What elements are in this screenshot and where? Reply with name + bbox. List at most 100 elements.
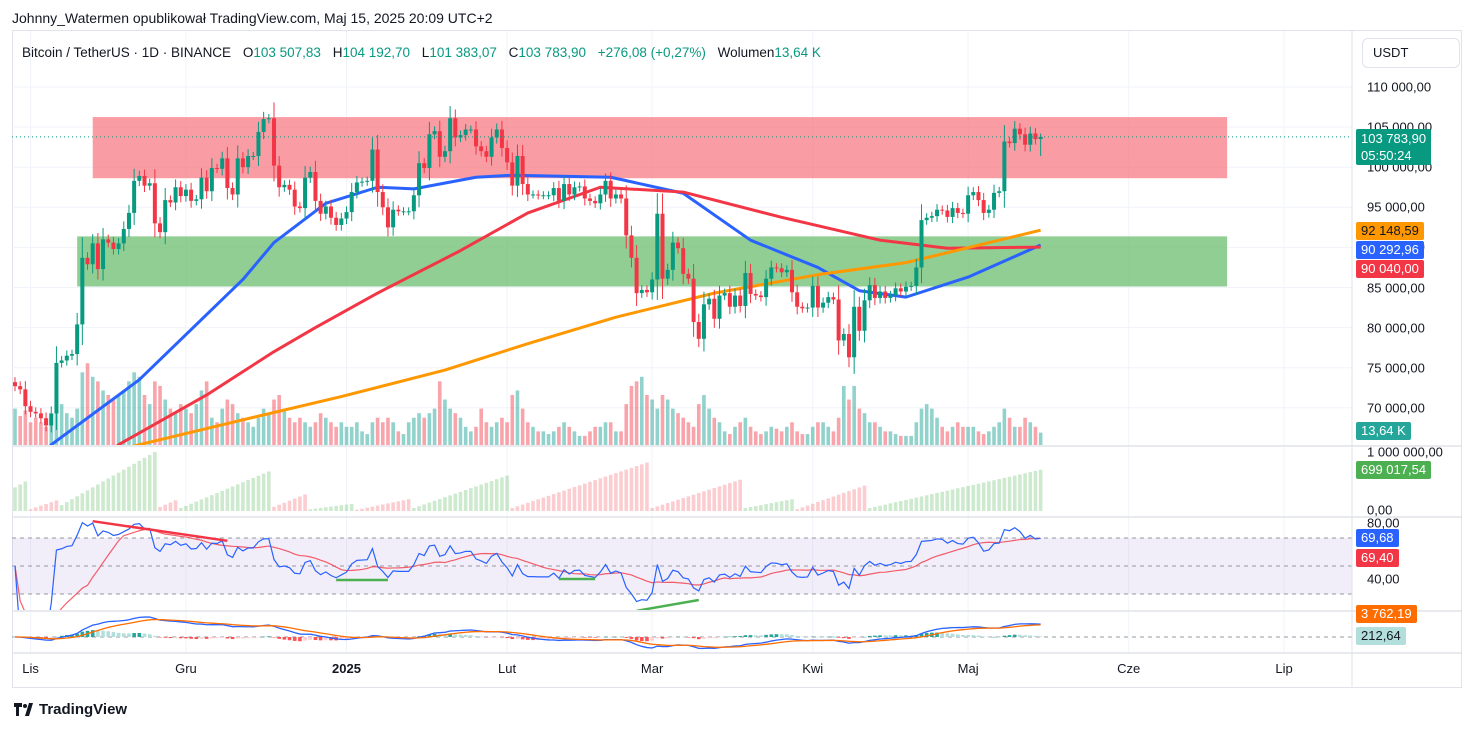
oscillator-bar	[536, 499, 540, 511]
candle-body	[758, 295, 763, 298]
candle	[292, 181, 297, 215]
oscillator-bar	[479, 484, 483, 511]
candle-body	[287, 184, 292, 190]
candle	[992, 184, 997, 218]
candle-body	[862, 300, 867, 331]
candle	[986, 204, 991, 218]
volume-bar	[992, 426, 996, 445]
candle	[717, 285, 722, 329]
macd-histogram-bar	[463, 634, 468, 637]
oscillator-bar	[852, 489, 856, 511]
volume-bar	[85, 363, 90, 445]
candle-body	[396, 209, 401, 212]
macd-histogram-bar	[121, 633, 126, 637]
candle-body	[23, 389, 28, 407]
macd-histogram-bar	[163, 637, 168, 638]
candle-body	[976, 192, 981, 201]
oscillator-bar	[800, 507, 805, 511]
volume-bar	[603, 422, 608, 445]
macd-histogram-bar	[80, 631, 85, 637]
volume-bar	[339, 422, 344, 445]
volume-bar	[360, 431, 364, 445]
volume-bar	[355, 422, 359, 445]
macd-histogram-bar	[261, 636, 266, 638]
candle-body	[914, 267, 919, 286]
candle	[883, 285, 888, 304]
candle-body	[126, 212, 131, 229]
candle	[90, 234, 95, 274]
oscillator-bar	[526, 502, 530, 511]
candle	[738, 288, 743, 313]
candle-body	[929, 216, 934, 218]
candle	[251, 151, 256, 160]
candle	[339, 212, 344, 231]
volume-bar	[904, 435, 908, 445]
candle-body	[468, 129, 473, 131]
close-value: 103 783,90	[518, 45, 586, 60]
candle-body	[215, 168, 220, 170]
symbol-name[interactable]: Bitcoin / TetherUS · 1D · BINANCE	[22, 45, 232, 60]
oscillator-bar	[96, 484, 100, 511]
currency-button[interactable]: USDT	[1362, 38, 1460, 68]
pane-separators	[12, 31, 1462, 688]
candle	[183, 184, 188, 202]
macd-histogram-bar	[1033, 635, 1038, 637]
volume-bar	[246, 422, 250, 445]
candle-body	[158, 223, 163, 233]
volume-bar	[432, 408, 437, 445]
macd-badge: 3 762,19	[1356, 605, 1417, 623]
oscillator-bar	[339, 505, 344, 511]
candle	[660, 193, 665, 299]
macd-histogram-bar	[49, 637, 54, 639]
tradingview-logo[interactable]: TradingView	[14, 701, 127, 718]
macd-histogram-bar	[665, 637, 670, 639]
candle	[846, 324, 851, 368]
candle	[546, 191, 551, 200]
candle-body	[769, 267, 774, 279]
candle-body	[546, 195, 551, 197]
candle	[137, 170, 142, 187]
macd-histogram-bar	[831, 636, 836, 638]
candle-body	[49, 413, 54, 426]
macd-histogram-bar	[645, 637, 649, 642]
oscillator-bar	[370, 506, 375, 511]
candle	[826, 291, 831, 309]
oscillator-bar	[919, 496, 924, 511]
candle-body	[764, 278, 769, 298]
volume-bar	[873, 422, 877, 445]
volume-bar	[132, 372, 136, 445]
oscillator-bar	[313, 508, 318, 511]
rsi-divergence-line	[636, 598, 699, 610]
oscillator-bar	[510, 508, 515, 511]
candle	[220, 151, 225, 176]
candle-body	[44, 418, 49, 426]
volume-bar	[324, 417, 328, 445]
volume-badge: 13,64 K	[1356, 422, 1411, 440]
volume-bar	[469, 431, 473, 445]
volume-bar	[282, 408, 287, 445]
candle	[209, 158, 214, 202]
volume-bar	[463, 426, 468, 445]
macd-histogram-bar	[479, 636, 483, 638]
macd-histogram-bar	[696, 637, 701, 640]
oscillator-bar	[505, 475, 509, 511]
macd-histogram-bar	[826, 636, 831, 638]
volume-bar	[510, 395, 515, 445]
candle-body	[505, 147, 510, 163]
oscillator-bar	[453, 493, 458, 511]
volume-bar	[867, 422, 872, 445]
oscillator-bar	[121, 469, 126, 511]
oscillator-bar	[412, 508, 416, 511]
candle	[598, 188, 603, 210]
candle-body	[18, 386, 23, 390]
oscillator-bar	[28, 509, 33, 511]
volume-bar	[142, 395, 147, 445]
candle	[629, 225, 634, 268]
volume-bar	[598, 426, 603, 445]
candle-body	[1033, 133, 1038, 140]
oscillator-bar	[158, 506, 162, 511]
candle	[525, 177, 530, 202]
volume-bar	[541, 431, 546, 445]
candle-body	[919, 220, 924, 268]
